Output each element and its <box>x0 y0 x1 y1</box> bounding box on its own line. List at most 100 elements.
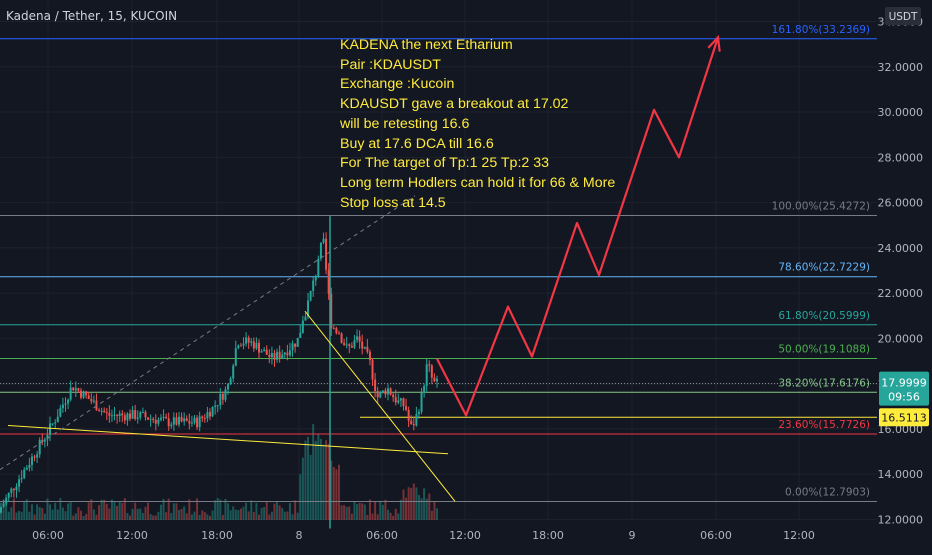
candle <box>206 406 209 423</box>
candle-body <box>245 337 248 344</box>
price-tick-label: 12.0000 <box>878 513 924 526</box>
candle <box>420 387 423 415</box>
candle-body <box>281 354 284 359</box>
candle-body <box>270 353 273 358</box>
time-tick-label: 9 <box>629 529 636 542</box>
candle <box>345 336 348 349</box>
symbol-title[interactable]: Kadena / Tether, 15, KUCOIN <box>6 9 178 23</box>
volume-bar <box>185 513 188 520</box>
candle <box>180 412 183 423</box>
candle-body <box>304 316 307 321</box>
projection-path[interactable] <box>436 34 721 417</box>
candle <box>43 437 46 448</box>
volume-bar <box>211 510 214 520</box>
entry-price-value: 16.5113 <box>881 411 927 424</box>
volume-bar <box>46 498 49 520</box>
volume-bar <box>5 501 8 520</box>
fib-levels[interactable]: 161.80%(33.2369) 100.00%(25.4272) 78.60%(2… <box>0 24 877 503</box>
volume-bar <box>162 498 165 520</box>
volume-bar <box>67 503 70 520</box>
candle-body <box>348 344 351 347</box>
volume-bar <box>294 500 297 520</box>
candle-body <box>260 351 263 353</box>
candle-body <box>103 410 106 413</box>
candle-body <box>379 391 382 398</box>
candle-body <box>147 417 150 420</box>
volume-bar <box>433 501 436 520</box>
candle-body <box>98 410 101 412</box>
candle-body <box>188 420 191 424</box>
volume-bar <box>159 504 162 520</box>
candle-body <box>430 365 433 378</box>
volume-bar <box>327 443 330 520</box>
candle-body <box>252 341 255 349</box>
candle <box>366 339 369 354</box>
volume-bar <box>208 515 211 520</box>
candle <box>25 464 28 471</box>
candle-body <box>425 364 428 386</box>
candle <box>247 335 250 349</box>
volume-bar <box>436 508 439 520</box>
candles[interactable] <box>0 216 439 529</box>
candle-body <box>23 469 26 478</box>
candle-body <box>368 351 371 361</box>
candle-body <box>384 390 387 395</box>
volume-bar <box>100 499 103 520</box>
trade-annotation[interactable]: KADENA the next Etharium Pair :KDAUSDT E… <box>340 37 616 211</box>
candle <box>74 381 77 397</box>
volume-bar <box>258 514 260 520</box>
time-tick-label: 18:00 <box>201 529 233 542</box>
candle <box>183 412 186 426</box>
candle-body <box>0 507 2 513</box>
candle <box>314 274 317 286</box>
candle <box>361 334 364 355</box>
candle <box>41 433 44 446</box>
candle <box>147 417 150 421</box>
candle-body <box>268 354 271 358</box>
candle <box>64 397 67 412</box>
volume-bar <box>234 509 237 520</box>
candle <box>185 415 188 422</box>
candle <box>255 337 258 351</box>
candle-body <box>330 293 333 329</box>
candle <box>379 390 382 399</box>
candle <box>59 404 62 418</box>
time-axis[interactable]: 06:00 12:00 18:00 8 06:00 12:00 18:00 9 06:00 12:… <box>32 529 815 542</box>
volume-bar <box>417 494 420 520</box>
candle-body <box>157 419 160 424</box>
fib-label: 61.80%(20.5999) <box>778 310 870 322</box>
volume-bar <box>330 460 333 520</box>
volume-bar <box>227 503 230 520</box>
candle <box>85 390 88 399</box>
candle-body <box>247 337 250 343</box>
candle <box>273 349 276 367</box>
candle <box>258 339 260 359</box>
volume-bar <box>425 498 428 520</box>
candle <box>170 421 173 429</box>
candle <box>340 332 343 344</box>
price-axis[interactable]: 12.000014.000016.000018.000020.000022.00… <box>877 0 932 550</box>
volume-bar <box>268 514 271 520</box>
volume-bar <box>126 512 129 520</box>
candle-body <box>159 417 162 420</box>
volume-bar <box>33 514 36 520</box>
volume-bar <box>118 501 121 520</box>
descending-resistance <box>304 310 456 502</box>
candle-body <box>175 417 178 425</box>
volume-bar <box>36 504 39 520</box>
candle <box>72 387 75 391</box>
volume-bar <box>376 514 379 520</box>
volume-bar <box>345 506 348 520</box>
horizontal-lines[interactable] <box>0 383 877 418</box>
candle-body <box>436 378 439 382</box>
volume-bar <box>353 501 356 520</box>
volume-bar <box>319 438 322 520</box>
volume-bar <box>423 488 426 520</box>
price-tick-label: 20.0000 <box>878 332 924 345</box>
candle <box>260 349 263 353</box>
volume-bar <box>113 501 116 520</box>
trendlines[interactable] <box>0 195 456 502</box>
candle <box>162 409 165 422</box>
